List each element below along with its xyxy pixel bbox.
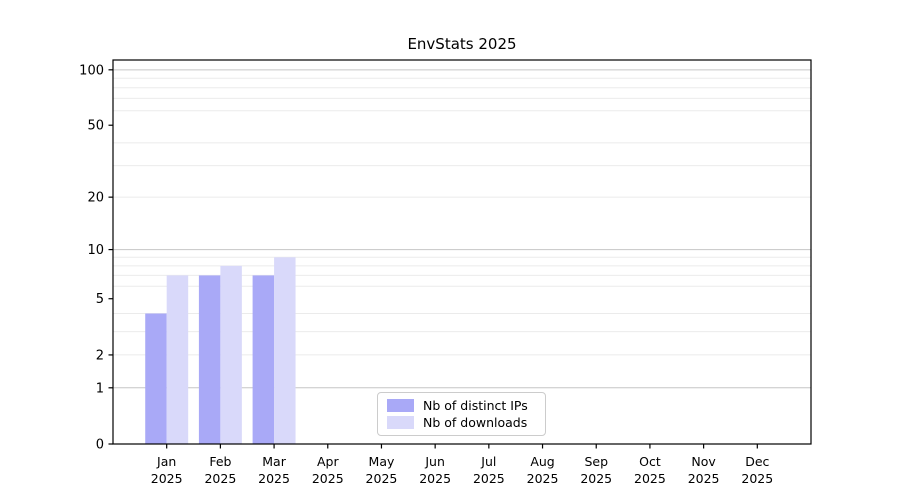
x-tick-label-month-nov: Nov bbox=[691, 454, 716, 469]
x-tick-label-year-apr: 2025 bbox=[312, 471, 344, 486]
x-tick-label-year-mar: 2025 bbox=[258, 471, 290, 486]
y-tick-label-20: 20 bbox=[87, 191, 104, 206]
x-tick-label-month-apr: Apr bbox=[317, 454, 339, 469]
x-tick-label-year-may: 2025 bbox=[366, 471, 398, 486]
bar-nb-of-downloads-feb-2025 bbox=[220, 265, 242, 444]
y-tick-label-10: 10 bbox=[87, 243, 104, 258]
x-tick-label-year-jul: 2025 bbox=[473, 471, 505, 486]
legend-swatch-downloads bbox=[387, 416, 414, 429]
x-tick-label-month-oct: Oct bbox=[639, 454, 661, 469]
y-tick-label-100: 100 bbox=[79, 63, 104, 78]
x-tick-label-month-jun: Jun bbox=[424, 454, 445, 469]
bar-nb-of-distinct-ips-mar-2025 bbox=[252, 275, 275, 444]
x-tick-label-year-oct: 2025 bbox=[634, 471, 666, 486]
x-tick-label-year-feb: 2025 bbox=[204, 471, 236, 486]
legend-row-downloads: Nb of downloads bbox=[387, 415, 536, 430]
bar-nb-of-downloads-mar-2025 bbox=[274, 257, 296, 444]
y-tick-label-1: 1 bbox=[96, 381, 104, 396]
y-tick-label-50: 50 bbox=[87, 119, 104, 134]
x-tick-label-year-jan: 2025 bbox=[151, 471, 183, 486]
legend-label-downloads: Nb of downloads bbox=[423, 415, 528, 430]
x-tick-label-year-aug: 2025 bbox=[527, 471, 559, 486]
x-tick-label-month-sep: Sep bbox=[584, 454, 608, 469]
bar-nb-of-downloads-jan-2025 bbox=[166, 275, 189, 444]
x-tick-label-year-jun: 2025 bbox=[419, 471, 451, 486]
x-tick-label-year-sep: 2025 bbox=[580, 471, 612, 486]
legend-label-distinct-ips: Nb of distinct IPs bbox=[423, 398, 528, 413]
x-tick-label-month-mar: Mar bbox=[262, 454, 286, 469]
bar-nb-of-distinct-ips-jan-2025 bbox=[145, 313, 167, 444]
y-tick-label-2: 2 bbox=[96, 348, 104, 363]
legend: Nb of distinct IPs Nb of downloads bbox=[377, 392, 546, 436]
x-tick-label-month-aug: Aug bbox=[530, 454, 554, 469]
x-tick-label-month-dec: Dec bbox=[745, 454, 769, 469]
x-tick-label-year-dec: 2025 bbox=[741, 471, 773, 486]
y-tick-label-0: 0 bbox=[96, 438, 104, 453]
plot-border bbox=[112, 59, 812, 445]
x-tick-label-month-jan: Jan bbox=[156, 454, 176, 469]
x-tick-label-year-nov: 2025 bbox=[688, 471, 720, 486]
bar-nb-of-distinct-ips-feb-2025 bbox=[198, 275, 221, 444]
x-tick-label-month-jul: Jul bbox=[480, 454, 496, 469]
legend-row-distinct-ips: Nb of distinct IPs bbox=[387, 398, 536, 413]
chart-title: EnvStats 2025 bbox=[407, 35, 517, 53]
legend-swatch-distinct-ips bbox=[387, 399, 414, 412]
x-tick-label-month-may: May bbox=[369, 454, 395, 469]
y-tick-label-5: 5 bbox=[96, 292, 104, 307]
x-tick-label-month-feb: Feb bbox=[209, 454, 231, 469]
